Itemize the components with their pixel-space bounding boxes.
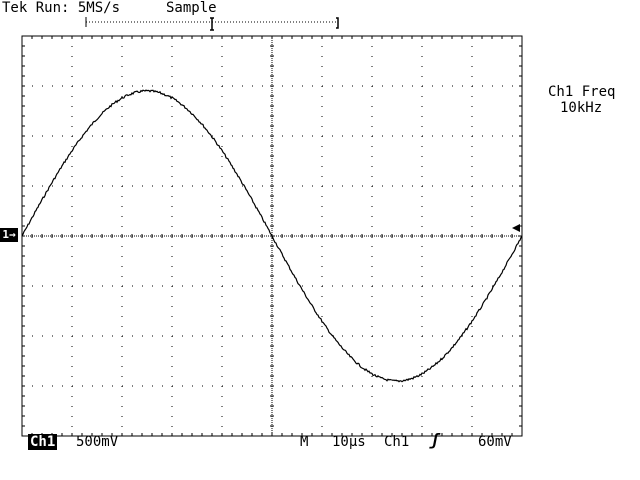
volts-per-div: 500mV: [76, 434, 119, 450]
trigger-level: 60mV: [478, 434, 512, 450]
trigger-source: Ch1: [384, 434, 410, 450]
trigger-level-marker: [512, 224, 520, 232]
measurement-value: 10kHz: [560, 100, 603, 116]
acquisition-status: Tek Run: 5MS/s: [2, 0, 121, 16]
ch1-waveform-trace: [21, 89, 523, 383]
trigger-slope-icon: ʃ: [430, 430, 440, 449]
record-window-indicator: [85, 17, 339, 31]
graticule: [21, 35, 523, 437]
channel-label: Ch1: [28, 434, 58, 450]
measurement-title: Ch1 Freq: [548, 84, 616, 100]
ch1-ground-marker: 1→: [0, 228, 18, 242]
acquisition-mode: Sample: [166, 0, 217, 16]
time-per-div: 10µs: [332, 434, 366, 450]
timebase-prefix: M: [300, 434, 309, 450]
